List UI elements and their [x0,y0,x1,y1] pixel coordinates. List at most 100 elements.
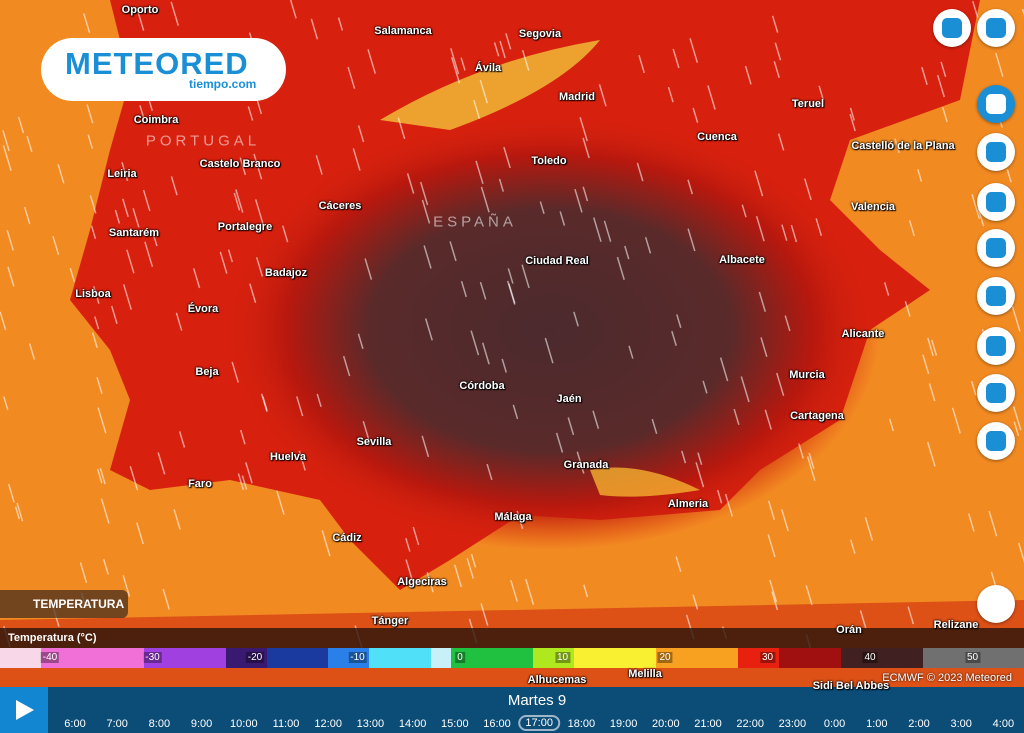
hour-label[interactable]: 0:00 [823,718,846,730]
wind-streak [83,13,91,34]
wind-streak [510,579,518,602]
wind-streak [342,355,351,377]
wind-streak [917,169,923,182]
wind-streak [651,418,658,435]
hour-label[interactable]: 3:00 [950,718,972,730]
legend-header: Temperatura (°C) [0,628,1024,648]
screenshot-button[interactable] [933,9,971,47]
legend-swatch [369,648,390,668]
legend-swatch [635,648,657,668]
wind-streak [707,85,716,110]
city-label: Huelva [269,451,307,463]
wind-streak [129,466,139,491]
layer-toggle[interactable] [977,374,1015,412]
wind-streak [1013,421,1020,437]
hour-label[interactable]: 1:00 [866,718,888,730]
wind-streak [479,79,488,104]
legend-swatch [348,648,370,668]
hour-label[interactable]: 7:00 [106,718,128,730]
hour-label[interactable]: 22:00 [736,718,764,730]
wind-streak [96,468,103,484]
hour-label[interactable]: 18:00 [567,718,596,730]
wind-streak [695,462,705,488]
layer-toggle[interactable] [977,422,1015,460]
city-label: Leiria [107,168,137,180]
wind-streak [460,57,466,71]
wind-streak [470,330,480,356]
layer-toggle[interactable] [977,327,1015,365]
wind-streak [681,450,687,464]
wind-streak [988,510,998,537]
wind-streak [253,153,263,180]
hour-label[interactable]: 10:00 [230,718,258,730]
wind-streak [479,281,487,300]
city-label: Coimbra [133,114,179,126]
collapse-button[interactable] [977,585,1015,623]
legend-label: -40 [40,652,60,663]
legend-swatch [902,648,923,668]
wind-streak [582,137,590,159]
legend-swatch [656,648,677,668]
hour-label[interactable]: 20:00 [652,718,680,730]
legend-swatch [758,648,780,668]
hour-label[interactable]: 9:00 [190,718,213,730]
hour-label[interactable]: 15:00 [441,718,469,730]
wind-streak [449,241,457,262]
logo[interactable]: METEORED tiempo.com [41,38,286,101]
wind-streak [864,517,874,541]
wind-streak [122,198,129,218]
wind-streak [972,0,979,18]
wind-streak [592,410,600,429]
city-label: Ciudad Real [525,255,589,267]
hour-label[interactable]: 2:00 [908,718,930,730]
wind-streak [638,55,645,74]
hour-label[interactable]: 19:00 [609,718,638,730]
play-button[interactable] [0,687,48,733]
wind-streak [521,264,530,289]
wind-streak [628,345,634,359]
city-label: Lisboa [75,288,111,300]
wind-streak [555,432,564,453]
wind-streak [508,283,516,304]
hour-label[interactable]: 21:00 [694,718,722,730]
layer-toggle[interactable] [977,277,1015,315]
layer-toggle[interactable] [977,229,1015,267]
wind-streak [716,489,723,504]
wind-streak [741,204,747,218]
hour-label[interactable]: 6:00 [64,718,86,730]
hour-label[interactable]: 23:00 [778,718,807,730]
layer-toggle[interactable] [977,85,1015,123]
wind-streak [603,220,612,242]
fullscreen-button[interactable] [977,9,1015,47]
layer-toggle[interactable] [977,183,1015,221]
legend-swatch [615,648,636,668]
legend-swatch [717,648,739,668]
wind-streak [859,610,867,629]
hour-label[interactable]: 8:00 [148,718,171,730]
city-label: Cartagena [790,410,844,422]
legend-swatch [246,648,267,668]
wind-streak [927,337,934,357]
legend-label: -30 [143,652,162,663]
hour-label[interactable]: 14:00 [398,718,427,730]
wind-streak [702,380,708,394]
wind-streak [942,107,948,123]
wind-streak [473,99,481,120]
wind-streak [173,509,181,530]
hour-label[interactable]: 17:00 [518,715,560,731]
wind-streak [245,462,253,484]
hour-label[interactable]: 12:00 [314,718,342,730]
wind-streak [254,199,264,225]
hour-label[interactable]: 13:00 [356,718,385,730]
city-label: Málaga [494,511,532,523]
hour-label[interactable]: 16:00 [483,718,511,730]
wind-streak [231,361,240,383]
layer-toggle[interactable] [977,133,1015,171]
wind-streak [849,113,856,132]
hour-label[interactable]: 11:00 [272,718,300,730]
legend-swatch [164,648,185,668]
layer-button[interactable]: TEMPERATURA [0,590,128,618]
wind-streak [96,377,103,395]
wind-streak [971,194,981,219]
hour-label[interactable]: 4:00 [992,718,1015,730]
